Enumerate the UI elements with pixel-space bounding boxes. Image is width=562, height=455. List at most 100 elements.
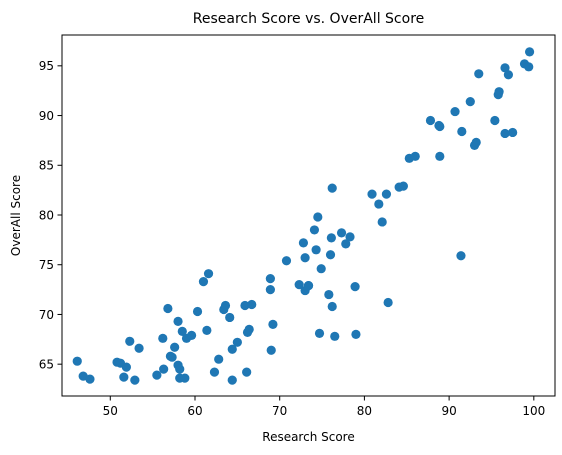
x-tick-label: 90 bbox=[441, 404, 456, 418]
data-point bbox=[119, 372, 129, 382]
data-point bbox=[351, 329, 361, 339]
data-point bbox=[121, 362, 131, 372]
x-tick-label: 50 bbox=[103, 404, 118, 418]
data-point bbox=[398, 181, 408, 191]
data-point bbox=[325, 250, 336, 260]
data-point bbox=[268, 319, 278, 329]
data-point bbox=[500, 63, 510, 73]
data-point bbox=[152, 370, 162, 380]
data-point bbox=[456, 251, 466, 261]
data-point bbox=[220, 300, 231, 311]
data-point bbox=[281, 256, 292, 266]
data-point bbox=[227, 344, 237, 354]
data-point bbox=[367, 189, 377, 199]
data-point bbox=[265, 274, 275, 284]
data-point bbox=[240, 300, 250, 311]
data-point bbox=[410, 151, 420, 161]
data-point bbox=[345, 232, 355, 242]
y-tick-label: 70 bbox=[39, 308, 54, 322]
data-point bbox=[500, 128, 510, 139]
data-point bbox=[167, 352, 177, 362]
data-point bbox=[130, 375, 140, 385]
data-point bbox=[316, 264, 326, 274]
y-axis-label: OverAll Score bbox=[9, 175, 23, 256]
data-point bbox=[72, 356, 82, 366]
data-point bbox=[242, 367, 252, 377]
y-tick-label: 65 bbox=[39, 357, 54, 371]
data-point bbox=[85, 374, 95, 384]
data-point bbox=[350, 282, 360, 292]
data-point bbox=[177, 326, 187, 336]
chart-title: Research Score vs. OverAll Score bbox=[193, 11, 425, 27]
data-point bbox=[187, 330, 197, 340]
data-point bbox=[170, 342, 180, 352]
data-point bbox=[490, 115, 500, 126]
data-point bbox=[425, 115, 436, 126]
data-point bbox=[232, 337, 242, 347]
data-point bbox=[465, 97, 475, 107]
data-point bbox=[294, 280, 304, 290]
data-point bbox=[173, 316, 183, 327]
data-point bbox=[175, 364, 185, 374]
points-layer bbox=[72, 47, 535, 385]
data-point bbox=[503, 70, 514, 80]
data-point bbox=[471, 137, 481, 147]
y-tick-label: 95 bbox=[39, 59, 54, 73]
data-point bbox=[198, 277, 209, 287]
data-point bbox=[134, 343, 144, 353]
data-point bbox=[341, 239, 351, 249]
data-point bbox=[381, 189, 392, 199]
data-point bbox=[159, 364, 169, 374]
data-point bbox=[336, 228, 347, 238]
data-point bbox=[247, 299, 257, 310]
data-point bbox=[524, 47, 535, 57]
data-point bbox=[330, 331, 340, 341]
data-point bbox=[266, 345, 276, 355]
x-tick-label: 80 bbox=[357, 404, 372, 418]
data-point bbox=[374, 199, 384, 209]
x-tick-label: 100 bbox=[522, 404, 545, 418]
data-point bbox=[163, 303, 173, 314]
data-point bbox=[494, 87, 504, 97]
data-point bbox=[457, 126, 467, 137]
data-point bbox=[326, 233, 336, 243]
data-point bbox=[435, 151, 445, 161]
data-point bbox=[227, 375, 237, 385]
data-point bbox=[265, 284, 275, 295]
x-tick-label: 70 bbox=[272, 404, 287, 418]
data-point bbox=[303, 281, 314, 291]
data-point bbox=[209, 367, 220, 377]
data-point bbox=[298, 238, 309, 248]
y-tick-label: 85 bbox=[39, 159, 54, 173]
x-axis: 50 60 70 80 90 100 bbox=[103, 396, 545, 418]
data-point bbox=[300, 253, 310, 263]
data-point bbox=[327, 301, 337, 312]
data-point bbox=[313, 212, 323, 222]
data-point bbox=[377, 217, 387, 227]
data-point bbox=[450, 106, 460, 117]
y-tick-label: 75 bbox=[39, 258, 54, 272]
data-point bbox=[158, 333, 168, 343]
data-point bbox=[383, 297, 393, 308]
data-point bbox=[435, 121, 445, 132]
data-point bbox=[474, 69, 484, 79]
data-point bbox=[314, 328, 325, 338]
data-point bbox=[225, 312, 235, 323]
data-point bbox=[180, 373, 190, 383]
y-axis: 65 70 75 80 85 90 95 bbox=[39, 59, 62, 371]
data-point bbox=[309, 225, 320, 235]
x-tick-label: 60 bbox=[187, 404, 202, 418]
x-axis-label: Research Score bbox=[262, 430, 354, 444]
data-point bbox=[203, 269, 214, 279]
data-point bbox=[244, 324, 254, 334]
y-tick-label: 90 bbox=[39, 109, 54, 123]
data-point bbox=[125, 336, 135, 346]
data-point bbox=[324, 289, 334, 300]
data-point bbox=[192, 306, 203, 317]
data-point bbox=[311, 245, 321, 255]
data-point bbox=[508, 127, 518, 138]
data-point bbox=[202, 325, 212, 335]
y-tick-label: 80 bbox=[39, 208, 54, 222]
